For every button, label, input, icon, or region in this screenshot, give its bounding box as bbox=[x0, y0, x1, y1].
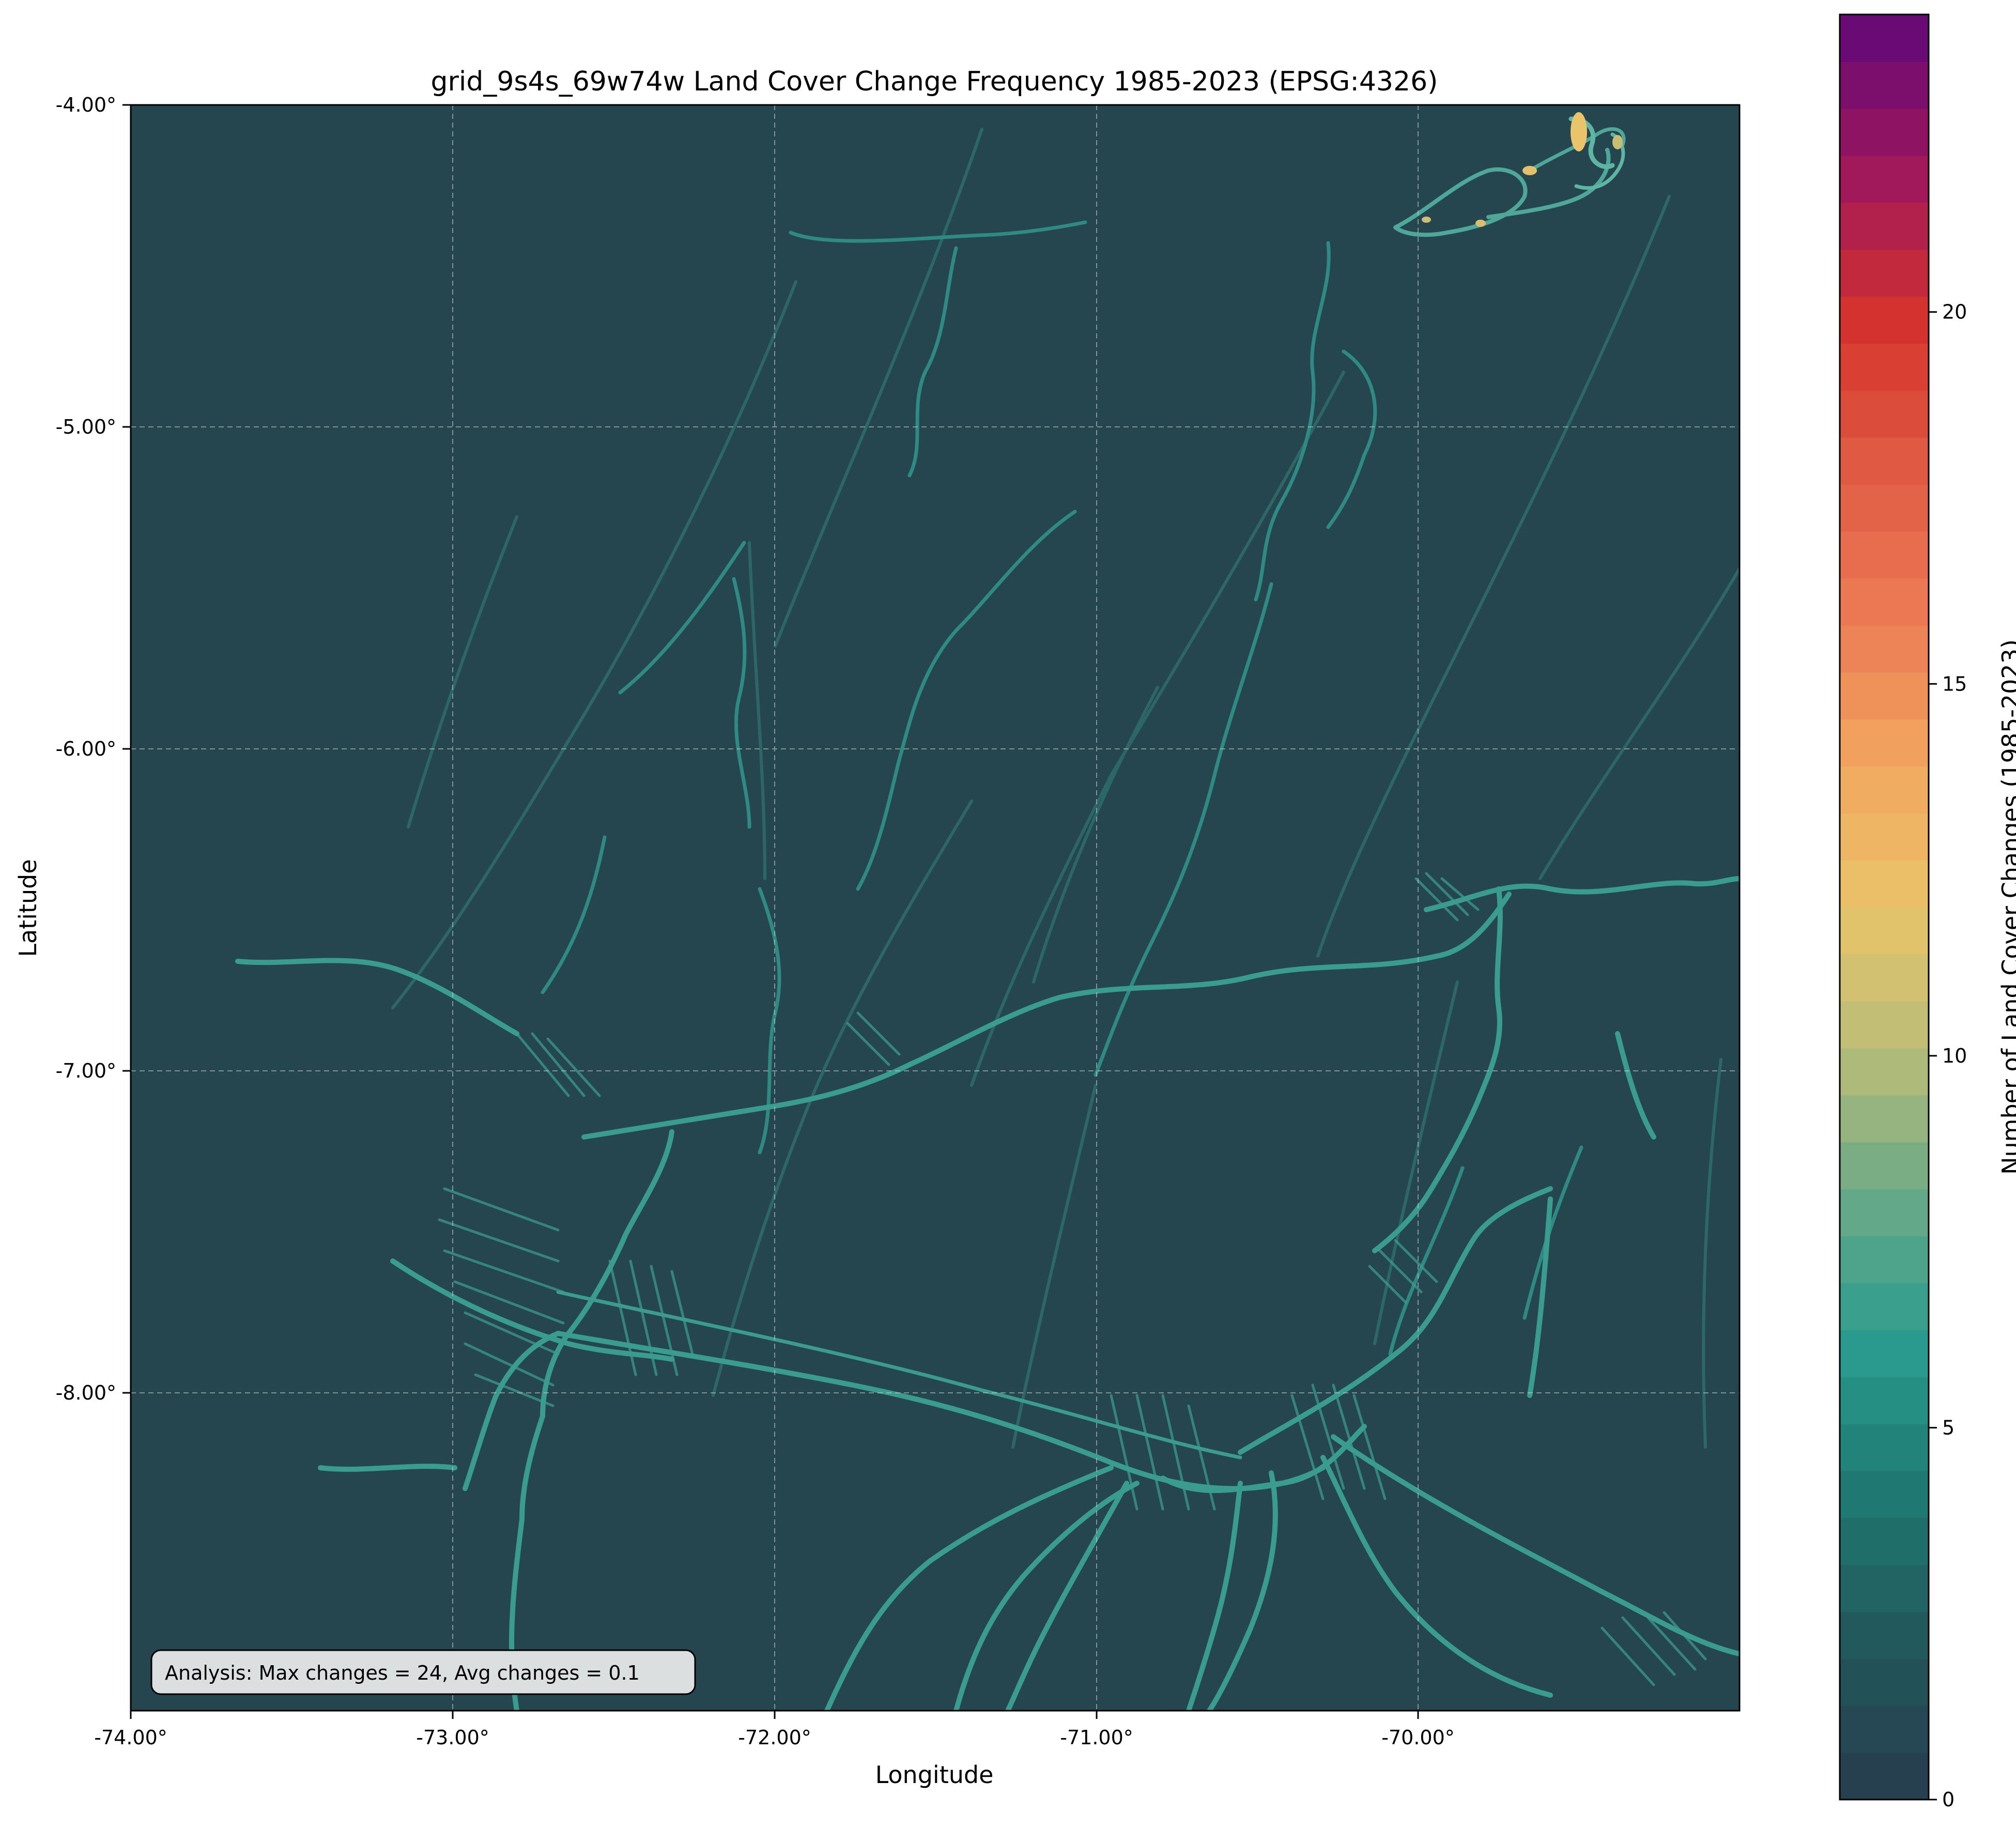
map-grid bbox=[131, 105, 1740, 1711]
analysis-text: Analysis: Max changes = 24, Avg changes … bbox=[165, 1662, 640, 1684]
hot-spot bbox=[1571, 112, 1587, 151]
colorbar-step bbox=[1840, 1095, 1929, 1143]
faint-rivers bbox=[391, 128, 1740, 1449]
y-axis: -4.00° -5.00° -6.00° -7.00° -8.00° Latit… bbox=[14, 94, 131, 1404]
colorbar-step bbox=[1840, 719, 1929, 767]
x-axis: -74.00° -73.00° -72.00° -71.00° -70.00° … bbox=[94, 1711, 1455, 1789]
colorbar-step bbox=[1840, 1376, 1929, 1424]
colorbar-step bbox=[1840, 1658, 1929, 1707]
colorbar-step bbox=[1840, 1283, 1929, 1330]
map-frame bbox=[130, 104, 1741, 1712]
colorbar-step bbox=[1840, 766, 1929, 814]
major-rivers bbox=[235, 876, 1740, 1711]
colorbar-step bbox=[1840, 202, 1929, 250]
deforestation-patches bbox=[438, 872, 1707, 1686]
y-tick-label: -4.00° bbox=[56, 94, 116, 116]
map-title: grid_9s4s_69w74w Land Cover Change Frequ… bbox=[431, 66, 1438, 97]
colorbar-step bbox=[1840, 1470, 1929, 1518]
x-axis-label: Longitude bbox=[875, 1761, 994, 1789]
y-tick-label: -5.00° bbox=[56, 416, 116, 438]
y-tick-label: -6.00° bbox=[56, 738, 116, 760]
colorbar-step bbox=[1840, 1423, 1929, 1471]
colorbar-step bbox=[1840, 1753, 1929, 1800]
colorbar-step bbox=[1840, 296, 1929, 344]
x-tick-label: -73.00° bbox=[416, 1726, 489, 1749]
map-area: Analysis: Max changes = 24, Avg changes … bbox=[130, 104, 1741, 1712]
colorbar-step bbox=[1840, 531, 1929, 579]
colorbar-step bbox=[1840, 390, 1929, 438]
colorbar-step bbox=[1840, 1189, 1929, 1237]
x-tick-label: -74.00° bbox=[94, 1726, 167, 1749]
colorbar-step bbox=[1840, 813, 1929, 861]
colorbar-tick-label: 20 bbox=[1942, 301, 1967, 324]
x-tick-label: -72.00° bbox=[738, 1726, 811, 1749]
y-tick-label: -7.00° bbox=[56, 1059, 116, 1082]
colorbar-step bbox=[1840, 907, 1929, 955]
colorbar-tick-label: 10 bbox=[1942, 1044, 1967, 1067]
colorbar-step bbox=[1840, 249, 1929, 297]
hot-spot bbox=[1475, 220, 1486, 227]
colorbar-step bbox=[1840, 1611, 1929, 1660]
road-line bbox=[556, 1290, 1242, 1460]
x-tick-label: -71.00° bbox=[1060, 1726, 1133, 1749]
colorbar-step bbox=[1840, 61, 1929, 109]
analysis-annotation: Analysis: Max changes = 24, Avg changes … bbox=[150, 1649, 696, 1695]
colorbar-step bbox=[1840, 954, 1929, 1002]
colorbar-step bbox=[1840, 484, 1929, 532]
rivers bbox=[541, 220, 1583, 1356]
hot-spot bbox=[1422, 217, 1431, 223]
colorbar-tick-label: 5 bbox=[1942, 1416, 1955, 1439]
colorbar-step bbox=[1840, 1706, 1929, 1753]
colorbar-step bbox=[1840, 1564, 1929, 1612]
change-features bbox=[235, 112, 1740, 1711]
colorbar-step bbox=[1840, 437, 1929, 485]
colorbar-step bbox=[1840, 108, 1929, 156]
colorbar-tick-label: 15 bbox=[1942, 672, 1967, 695]
colorbar-step bbox=[1840, 672, 1929, 720]
colorbar-steps bbox=[1840, 14, 1929, 1800]
hot-spot bbox=[1522, 166, 1537, 175]
colorbar-frame bbox=[1839, 13, 1930, 1801]
hot-spot bbox=[1612, 135, 1623, 149]
colorbar-step bbox=[1840, 860, 1929, 908]
map-background bbox=[131, 105, 1740, 1711]
colorbar-ticks: 0 5 10 15 20 bbox=[1929, 301, 1967, 1811]
colorbar-step bbox=[1840, 343, 1929, 391]
colorbar-step bbox=[1840, 1001, 1929, 1049]
colorbar-step bbox=[1840, 14, 1929, 62]
colorbar-step bbox=[1840, 578, 1929, 626]
colorbar-step bbox=[1840, 625, 1929, 673]
colorbar-step bbox=[1840, 1236, 1929, 1283]
colorbar-label: Number of Land Cover Changes (1985-2023) bbox=[1997, 639, 2016, 1175]
colorbar-step bbox=[1840, 1142, 1929, 1190]
colorbar-step bbox=[1840, 1048, 1929, 1096]
colorbar-step bbox=[1840, 1517, 1929, 1565]
x-tick-label: -70.00° bbox=[1381, 1726, 1455, 1749]
colorbar: 0 5 10 15 20 Number of Land Cover Changes (1… bbox=[1839, 13, 2016, 1811]
colorbar-step bbox=[1840, 155, 1929, 203]
y-tick-label: -8.00° bbox=[56, 1381, 116, 1404]
y-axis-label: Latitude bbox=[14, 859, 42, 957]
northeast-floodplain bbox=[1393, 112, 1626, 237]
colorbar-tick-label: 0 bbox=[1942, 1788, 1955, 1811]
colorbar-step bbox=[1840, 1330, 1929, 1377]
